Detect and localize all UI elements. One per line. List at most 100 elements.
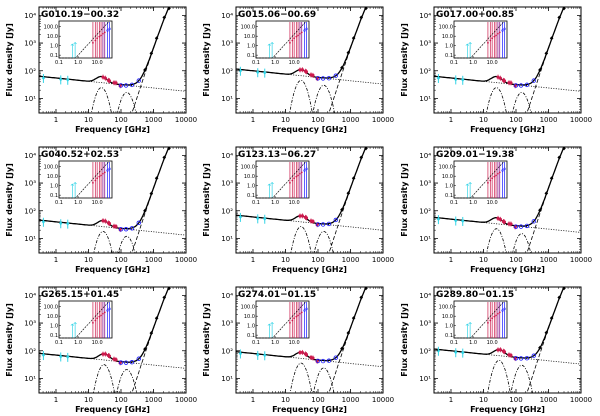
y-tick-label: 10⁴ <box>24 292 36 300</box>
inset-limit-arrow <box>73 41 77 45</box>
y-tick-label: 10² <box>24 67 36 75</box>
inset-limit-arrow <box>267 183 272 186</box>
inset-point <box>493 315 496 318</box>
free-free-curve <box>236 68 383 85</box>
inset-x-tick-label: 0.1 <box>450 340 458 346</box>
inset-point <box>495 34 497 37</box>
axes-frame <box>235 6 384 114</box>
inset-point <box>305 307 308 311</box>
plot-area <box>236 7 383 113</box>
dust-curve <box>526 147 565 253</box>
sed-panel-3: 1 10 100 1000 10000 10¹ 10² 10³ 10⁴ Frequency [GH… <box>400 6 592 134</box>
y-tick-label: 10³ <box>221 180 233 188</box>
planck-point <box>513 356 519 361</box>
x-tick-label: 100 <box>311 116 324 124</box>
dirbe-point <box>162 295 167 300</box>
low-frequency-point <box>460 350 465 355</box>
free-free-curve <box>39 75 186 92</box>
x-tick-label: 1000 <box>540 396 558 404</box>
sed-panel-6: 1 10 100 1000 10000 10¹ 10² 10³ 10⁴ Frequency [GH… <box>400 146 592 274</box>
y-axis-label: Flux density [Jy] <box>400 303 409 377</box>
inset-limit-arrow <box>70 43 75 46</box>
inset-y-tick-label: 10.0 <box>47 314 58 320</box>
x-tick-label: 1000 <box>540 256 558 264</box>
inset-point <box>487 181 489 184</box>
cmb-curve <box>511 92 532 113</box>
wmap-point <box>498 76 502 80</box>
inset-limit-arrow <box>465 43 470 46</box>
inset-point <box>496 32 499 35</box>
y-tick-label: 10⁴ <box>24 12 36 20</box>
low-frequency-point <box>262 70 267 75</box>
planck-point <box>118 227 124 232</box>
low-frequency-point <box>41 75 46 80</box>
x-axis-label: Frequency [GHz] <box>75 265 150 274</box>
low-frequency-point <box>41 353 46 358</box>
x-tick-label: 1 <box>54 396 58 404</box>
low-frequency-point <box>453 77 458 82</box>
planck-point <box>326 221 332 227</box>
inset-y-tick-label: 100.0 <box>439 164 453 170</box>
inset-point <box>289 181 291 184</box>
ame-curve <box>487 360 511 393</box>
inset-y-tick-label: 100.0 <box>439 304 453 310</box>
inset-y-tick-label: 0.1 <box>247 53 255 59</box>
ame-curve <box>486 87 507 113</box>
dirbe-point <box>340 65 344 70</box>
inset-limit-arrow <box>468 41 472 45</box>
inset-y-tick-label: 1.0 <box>50 323 58 329</box>
inset-point <box>108 167 111 171</box>
y-tick-label: 10² <box>221 67 233 75</box>
inset-point <box>101 32 104 35</box>
sed-panel-7: 1 10 100 1000 10000 10¹ 10² 10³ 10⁴ Frequency [GH… <box>5 286 197 414</box>
x-tick-label: 10000 <box>372 256 394 264</box>
x-tick-label: 10000 <box>570 396 592 404</box>
wmap-point <box>502 79 507 83</box>
dirbe-point <box>359 155 364 160</box>
axes-frame <box>235 286 384 394</box>
planck-point <box>129 360 135 365</box>
inset-x-tick-label: 0.1 <box>450 60 458 66</box>
panel-title: G289.80−01.15 <box>436 290 514 300</box>
inset-point <box>503 307 506 311</box>
x-tick-label: 10 <box>479 116 488 124</box>
y-tick-label: 10¹ <box>24 375 36 383</box>
free-free-curve <box>236 351 383 368</box>
inset-point <box>487 321 489 324</box>
iras-point <box>174 133 178 137</box>
dirbe-point <box>351 316 356 321</box>
inset-model-curve <box>59 20 110 59</box>
inset-point <box>498 31 501 34</box>
inset-point <box>98 175 101 178</box>
inset-y-tick-label: 1.0 <box>445 43 453 49</box>
wmap-point <box>107 221 112 226</box>
x-tick-label: 10000 <box>175 396 197 404</box>
cmb-curve <box>116 369 138 393</box>
x-tick-label: 10 <box>281 396 290 404</box>
cmb-curve <box>512 233 532 253</box>
x-tick-label: 10 <box>281 256 290 264</box>
y-tick-label: 10⁴ <box>221 292 233 300</box>
y-tick-label: 10⁴ <box>24 152 36 160</box>
inset-model-curve <box>59 300 110 339</box>
y-axis-label: Flux density [Jy] <box>5 23 14 97</box>
ame-curve <box>486 228 507 253</box>
wmap-point <box>509 222 513 226</box>
inset-point <box>92 181 94 184</box>
inset-point <box>106 29 109 32</box>
inset-point <box>96 37 99 40</box>
wmap-point <box>114 81 118 85</box>
x-axis-label: Frequency [GHz] <box>272 125 347 134</box>
low-frequency-point <box>255 216 260 221</box>
inset-x-tick-label: 10.0 <box>92 60 103 66</box>
inset-x-tick-label: 1.0 <box>271 60 279 66</box>
low-frequency-point <box>453 218 458 223</box>
x-axis-label: Frequency [GHz] <box>272 405 347 414</box>
free-free-curve <box>39 219 186 236</box>
wmap-point <box>298 350 302 355</box>
inset-y-tick-label: 0.1 <box>445 53 453 59</box>
inset-x-tick-label: 10.0 <box>487 200 498 206</box>
dust-curve <box>131 287 170 393</box>
inset-y-tick-label: 10.0 <box>442 314 453 320</box>
inset-y-tick-label: 0.1 <box>445 333 453 339</box>
